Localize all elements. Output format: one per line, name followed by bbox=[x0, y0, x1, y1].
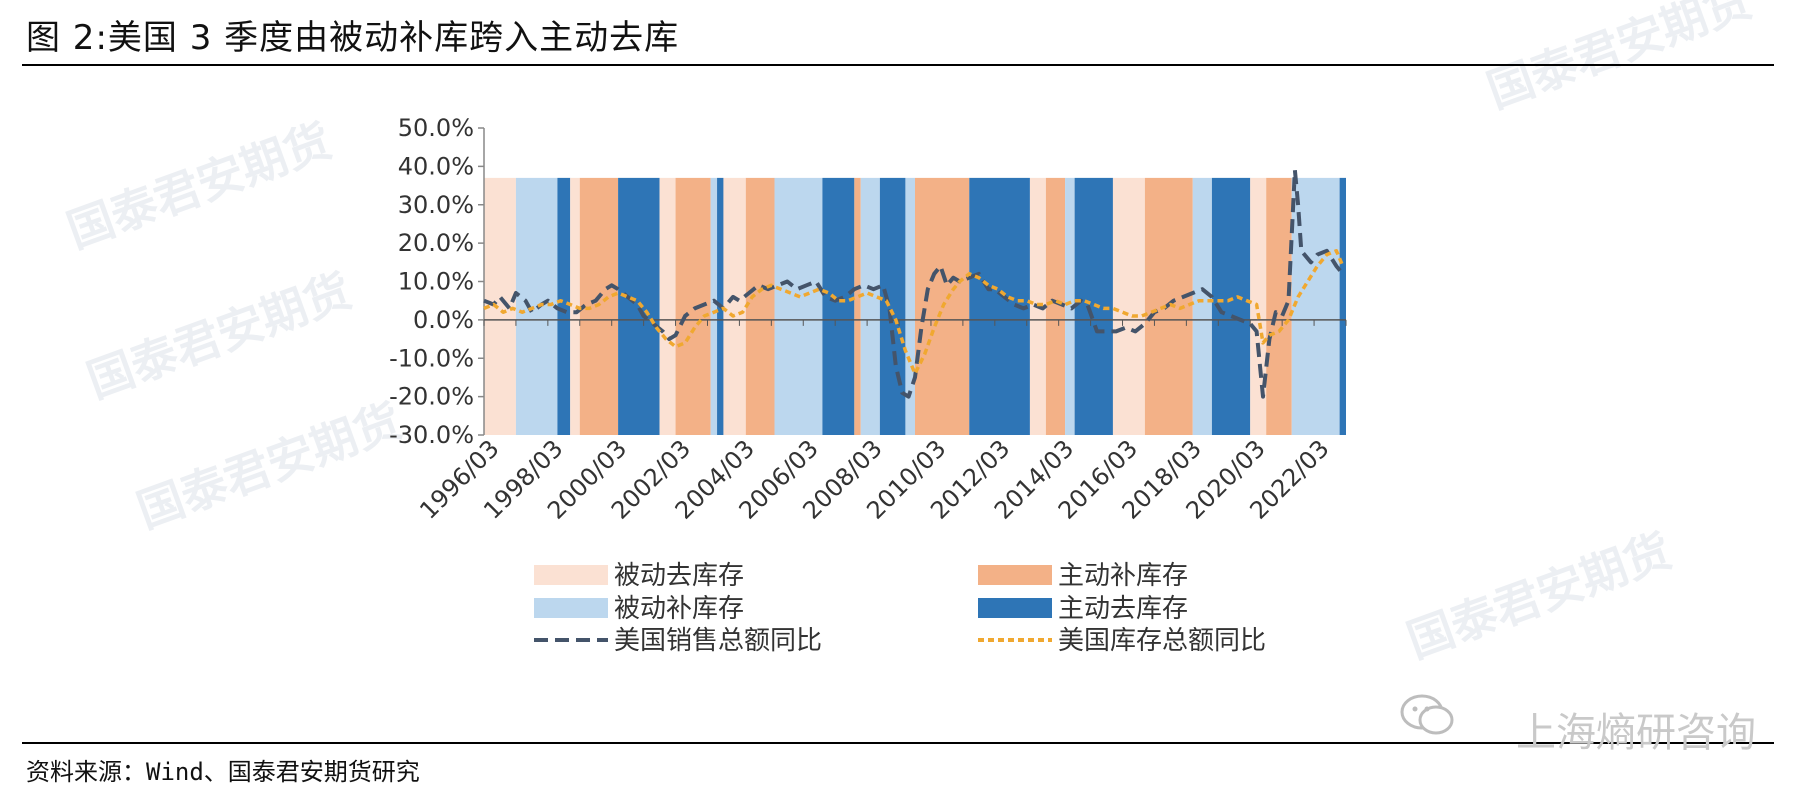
phase-band-active-destock bbox=[822, 177, 855, 435]
legend-swatch-active-destock bbox=[978, 598, 1052, 618]
y-tick-label: -20.0% bbox=[389, 383, 474, 411]
y-tick-label: 50.0% bbox=[398, 114, 474, 142]
phase-band-active-destock bbox=[1074, 177, 1113, 435]
phase-band-active-restock bbox=[854, 177, 861, 435]
legend-label: 被动去库存 bbox=[614, 561, 744, 591]
source-note: 资料来源：Wind、国泰君安期货研究 bbox=[26, 758, 420, 786]
phase-band-passive-restock bbox=[1192, 177, 1212, 435]
account-watermark: 上海熵研咨询 bbox=[1516, 710, 1756, 756]
y-tick-label: -30.0% bbox=[389, 421, 474, 449]
phase-band-active-destock bbox=[879, 177, 906, 435]
phase-band-passive-restock bbox=[1065, 177, 1075, 435]
series-line-sales bbox=[483, 168, 1345, 399]
y-tick-label: 30.0% bbox=[398, 191, 474, 219]
legend-label: 被动补库存 bbox=[614, 594, 744, 624]
phase-band-passive-destock bbox=[1112, 177, 1145, 435]
phase-band-passive-destock bbox=[659, 177, 676, 435]
phase-band-active-destock bbox=[557, 177, 571, 435]
legend-label: 主动去库存 bbox=[1058, 594, 1188, 624]
phase-band-passive-destock bbox=[570, 177, 580, 435]
legend-swatch-passive-restock bbox=[534, 598, 608, 618]
legend-label: 美国库存总额同比 bbox=[1058, 626, 1266, 656]
y-tick-label: 0.0% bbox=[413, 306, 474, 334]
y-tick-label: 20.0% bbox=[398, 229, 474, 257]
y-tick-label: 10.0% bbox=[398, 268, 474, 296]
phase-band-active-restock bbox=[675, 177, 711, 435]
top-rule bbox=[22, 64, 1774, 66]
phase-band-active-restock bbox=[1045, 177, 1066, 435]
y-tick-label: -10.0% bbox=[389, 344, 474, 372]
legend-swatch-active-restock bbox=[978, 565, 1052, 585]
phase-band-passive-destock bbox=[723, 177, 746, 435]
figure-title: 图 2:美国 3 季度由被动补库跨入主动去库 bbox=[26, 18, 680, 58]
legend-label: 美国销售总额同比 bbox=[614, 626, 822, 656]
wechat-icon bbox=[1400, 694, 1454, 735]
y-tick-label: 40.0% bbox=[398, 152, 474, 180]
phase-band-passive-restock bbox=[710, 177, 718, 435]
legend-swatch-passive-destock bbox=[534, 565, 608, 585]
phase-band-active-destock bbox=[1339, 177, 1346, 435]
phase-band-passive-restock bbox=[905, 177, 915, 435]
phase-band-passive-restock bbox=[860, 177, 880, 435]
phase-band-active-restock bbox=[579, 177, 619, 435]
bottom-rule bbox=[22, 742, 1774, 744]
legend-label: 主动补库存 bbox=[1058, 561, 1188, 591]
phase-band-active-destock bbox=[618, 177, 660, 435]
phase-band-passive-restock bbox=[774, 177, 823, 435]
phase-band-active-restock bbox=[745, 177, 775, 435]
